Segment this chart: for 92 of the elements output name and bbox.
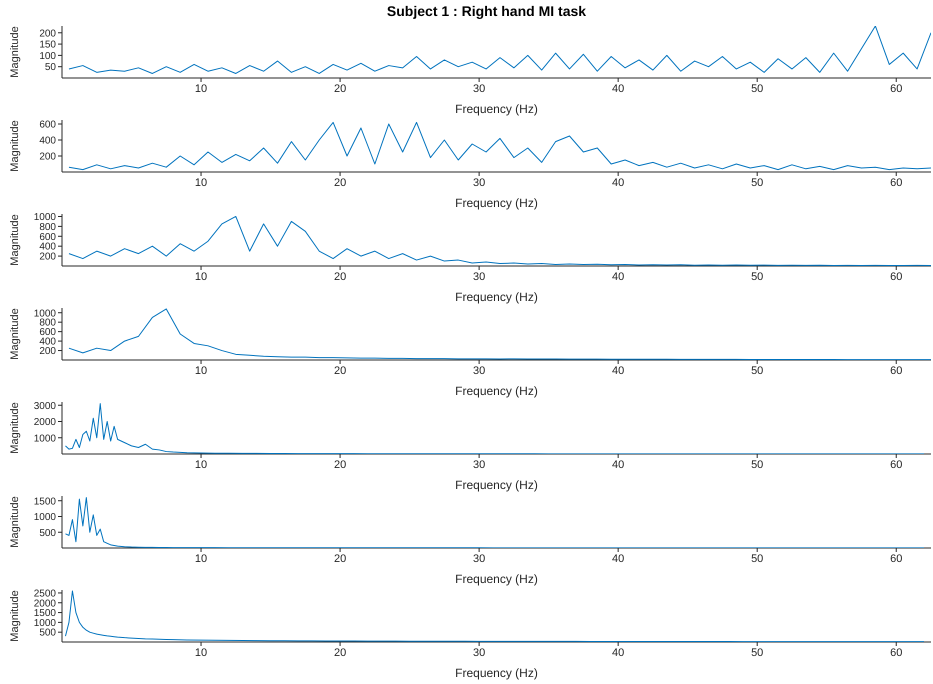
x-tick-label: 60	[890, 552, 902, 565]
x-tick-label: 20	[334, 646, 346, 659]
y-tick-label: 1500	[34, 608, 56, 620]
y-tick-label: 600	[39, 120, 56, 131]
x-tick-label: 40	[612, 646, 624, 659]
x-tick-label: 10	[194, 176, 208, 189]
y-tick-label: 200	[39, 152, 56, 163]
y-axis-title: Magnitude	[8, 26, 21, 78]
y-axis-title: Magnitude	[8, 590, 21, 642]
chart-title: Subject 1 : Right hand MI task	[386, 2, 588, 21]
y-axis-title: Magnitude	[8, 308, 21, 360]
x-tick-label: 50	[751, 552, 764, 565]
x-axis-title: Frequency (Hz)	[455, 196, 538, 210]
x-tick-label: 50	[751, 176, 764, 189]
x-tick-label: 40	[612, 270, 624, 283]
y-tick-label: 50	[44, 62, 56, 74]
x-tick-label: 10	[194, 364, 208, 377]
y-tick-label: 200	[39, 28, 56, 40]
x-tick-label: 40	[612, 552, 624, 565]
y-tick-label: 1000	[34, 618, 56, 629]
y-tick-label: 1000	[34, 433, 56, 444]
x-axis-title: Frequency (Hz)	[455, 102, 538, 116]
y-tick-label: 600	[39, 327, 56, 338]
line-series	[68, 26, 931, 74]
y-tick-label: 2500	[34, 588, 56, 600]
line-series	[68, 308, 931, 360]
y-tick-label: 1000	[34, 212, 56, 224]
x-tick-label: 50	[751, 270, 764, 283]
x-tick-label: 10	[194, 646, 208, 659]
x-tick-label: 30	[472, 176, 486, 189]
y-tick-label: 150	[39, 40, 56, 51]
x-tick-label: 40	[612, 364, 624, 377]
x-tick-label: 50	[751, 82, 764, 95]
y-axis-title: Magnitude	[8, 120, 21, 172]
y-tick-label: 2000	[34, 598, 56, 610]
x-tick-label: 60	[890, 646, 902, 659]
x-tick-label: 50	[751, 458, 764, 471]
x-tick-label: 20	[334, 458, 346, 471]
y-axis-title: Magnitude	[8, 214, 21, 266]
line-series	[64, 497, 925, 548]
y-tick-label: 400	[39, 136, 56, 147]
x-tick-label: 20	[334, 364, 346, 377]
x-tick-label: 50	[751, 646, 764, 659]
x-tick-label: 20	[334, 552, 346, 565]
y-tick-label: 500	[39, 528, 56, 539]
x-tick-label: 30	[472, 364, 486, 377]
x-tick-label: 10	[194, 82, 208, 95]
x-tick-label: 60	[890, 364, 902, 377]
x-tick-label: 30	[472, 552, 486, 565]
line-series	[68, 216, 931, 266]
y-tick-label: 1500	[34, 496, 56, 508]
x-tick-label: 60	[890, 82, 902, 95]
y-tick-label: 800	[39, 222, 56, 233]
x-axis-title: Frequency (Hz)	[455, 290, 538, 304]
y-axis-title: Magnitude	[8, 496, 21, 548]
y-tick-label: 600	[39, 232, 56, 243]
x-axis-title: Frequency (Hz)	[455, 666, 538, 680]
x-axis-title: Frequency (Hz)	[455, 478, 538, 492]
x-tick-label: 20	[334, 82, 346, 95]
y-axis-title: Magnitude	[8, 402, 21, 454]
x-axis-title: Frequency (Hz)	[455, 572, 538, 586]
y-tick-label: 400	[39, 242, 56, 253]
x-tick-label: 30	[472, 646, 486, 659]
y-tick-label: 1000	[34, 308, 56, 320]
line-series	[64, 403, 925, 454]
x-tick-label: 50	[751, 364, 764, 377]
line-series	[68, 122, 931, 170]
y-tick-label: 200	[39, 252, 56, 263]
y-tick-label: 1000	[34, 512, 56, 524]
x-tick-label: 30	[472, 458, 486, 471]
x-tick-label: 60	[890, 270, 902, 283]
x-axis-title: Frequency (Hz)	[455, 384, 538, 398]
y-tick-label: 2000	[34, 417, 56, 428]
x-tick-label: 30	[472, 270, 486, 283]
x-tick-label: 20	[334, 270, 346, 283]
x-tick-label: 40	[612, 458, 624, 471]
x-tick-label: 60	[890, 176, 902, 189]
y-tick-label: 100	[39, 50, 56, 62]
x-tick-label: 10	[194, 552, 208, 565]
x-tick-label: 40	[612, 82, 624, 95]
x-tick-label: 30	[472, 82, 486, 95]
x-tick-label: 10	[194, 458, 208, 471]
x-tick-label: 40	[612, 176, 624, 189]
y-tick-label: 200	[39, 346, 56, 358]
y-tick-label: 800	[39, 318, 56, 329]
y-tick-label: 400	[39, 336, 56, 348]
x-tick-label: 60	[890, 458, 902, 471]
x-tick-label: 20	[334, 176, 346, 189]
y-tick-label: 500	[39, 628, 56, 639]
x-tick-label: 10	[194, 270, 208, 283]
y-tick-label: 3000	[34, 400, 56, 412]
line-series	[64, 590, 925, 642]
